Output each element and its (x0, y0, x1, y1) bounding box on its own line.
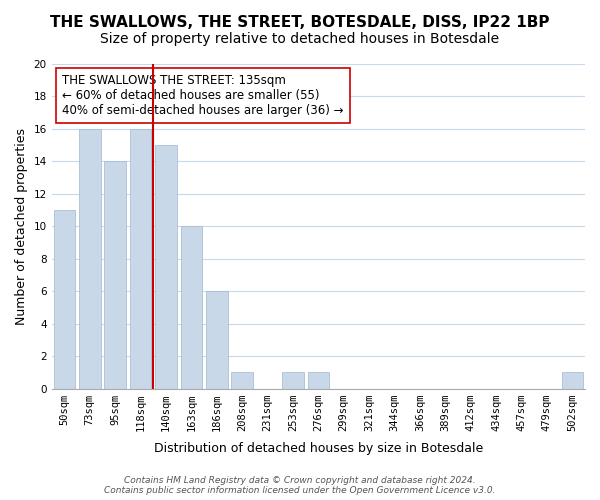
Bar (562, 372, 583, 388)
Bar (181, 226, 202, 388)
Bar (155, 145, 177, 388)
Text: THE SWALLOWS, THE STREET, BOTESDALE, DISS, IP22 1BP: THE SWALLOWS, THE STREET, BOTESDALE, DIS… (50, 15, 550, 30)
Bar (308, 372, 329, 388)
Bar (130, 129, 151, 388)
Bar (282, 372, 304, 388)
Text: Size of property relative to detached houses in Botesdale: Size of property relative to detached ho… (100, 32, 500, 46)
Bar (79, 129, 101, 388)
Text: Contains HM Land Registry data © Crown copyright and database right 2024.
Contai: Contains HM Land Registry data © Crown c… (104, 476, 496, 495)
X-axis label: Distribution of detached houses by size in Botesdale: Distribution of detached houses by size … (154, 442, 483, 455)
Text: THE SWALLOWS THE STREET: 135sqm
← 60% of detached houses are smaller (55)
40% of: THE SWALLOWS THE STREET: 135sqm ← 60% of… (62, 74, 344, 116)
Y-axis label: Number of detached properties: Number of detached properties (15, 128, 28, 325)
Bar (206, 291, 227, 388)
Bar (232, 372, 253, 388)
Bar (53, 210, 75, 388)
Bar (104, 162, 126, 388)
